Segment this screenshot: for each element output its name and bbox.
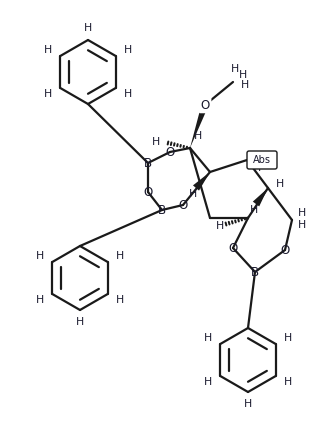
Text: H: H: [204, 333, 213, 343]
Text: O: O: [228, 242, 238, 255]
Text: O: O: [178, 198, 188, 211]
Text: H: H: [284, 333, 292, 343]
Text: H: H: [253, 163, 261, 173]
Text: H: H: [244, 399, 252, 409]
Text: H: H: [194, 131, 202, 141]
FancyBboxPatch shape: [247, 151, 277, 169]
Text: H: H: [241, 80, 249, 90]
Text: H: H: [36, 295, 44, 305]
Text: H: H: [152, 137, 160, 147]
Text: H: H: [284, 377, 292, 387]
Text: H: H: [298, 220, 306, 230]
Text: O: O: [165, 146, 175, 158]
Text: Abs: Abs: [253, 155, 271, 165]
Text: B: B: [251, 266, 259, 279]
Text: H: H: [115, 295, 124, 305]
Text: H: H: [84, 23, 92, 33]
Text: H: H: [239, 70, 247, 80]
Text: H: H: [231, 64, 239, 74]
Text: H: H: [44, 89, 52, 99]
Text: H: H: [44, 45, 52, 55]
Text: O: O: [143, 186, 153, 198]
Text: H: H: [298, 208, 306, 218]
Text: H: H: [216, 221, 224, 231]
Text: H: H: [76, 317, 84, 327]
Polygon shape: [253, 188, 268, 206]
Text: H: H: [124, 89, 132, 99]
Polygon shape: [193, 172, 210, 191]
Text: B: B: [144, 157, 152, 170]
Text: H: H: [250, 205, 258, 215]
Text: B: B: [158, 203, 166, 216]
Text: H: H: [36, 251, 44, 261]
Text: H: H: [204, 377, 213, 387]
Text: O: O: [280, 243, 290, 256]
Text: H: H: [189, 189, 197, 199]
Text: H: H: [115, 251, 124, 261]
Text: O: O: [200, 99, 210, 112]
Text: H: H: [124, 45, 132, 55]
Text: H: H: [276, 179, 284, 189]
Polygon shape: [190, 104, 208, 148]
